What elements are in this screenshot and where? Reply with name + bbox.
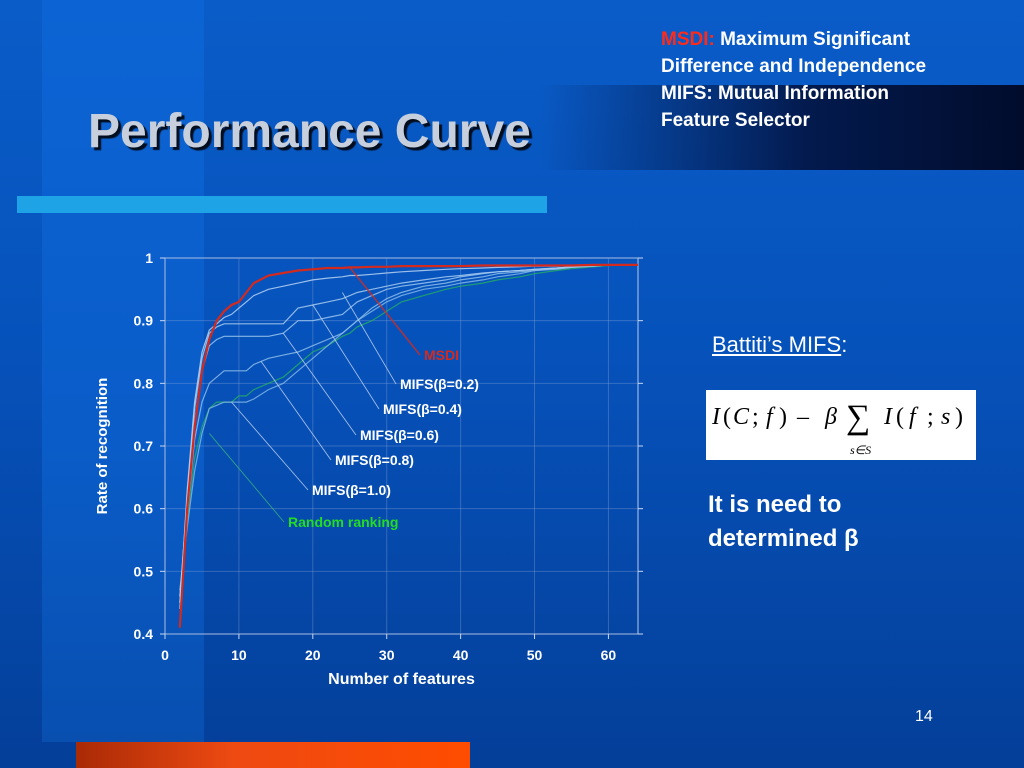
formula-semicolon2: ; — [927, 404, 934, 430]
series-line-mifs-0-8 — [179, 264, 638, 597]
formula-i2: I — [883, 404, 893, 430]
formula-lparen: ( — [723, 404, 731, 430]
annotation-leader-line — [312, 304, 380, 410]
page-number: 14 — [915, 708, 933, 725]
formula-subscript: s∈S — [850, 443, 871, 457]
annotation-label: MIFS(β=0.2) — [400, 376, 479, 392]
side-heading-text: Battiti’s MIFS — [712, 332, 842, 357]
annotation-leader-line — [260, 361, 332, 461]
legend-line-3: MIFS: Mutual Information — [661, 83, 889, 104]
annotation-leader-line — [208, 433, 285, 523]
formula-lparen2: ( — [896, 404, 904, 430]
note-line-1: It is need to — [708, 491, 842, 518]
annotation-leader-line — [282, 332, 357, 436]
background-band-left — [42, 0, 204, 742]
formula-box: I ( C ; f ) – β ∑ I ( f ; s ) s∈S — [706, 390, 976, 460]
legend-line-2: Difference and Independence — [661, 56, 927, 77]
y-tick-label: 1 — [145, 250, 153, 266]
x-axis-label: Number of features — [328, 671, 475, 688]
formula-f: f — [766, 404, 776, 430]
chart-grid — [164, 257, 638, 635]
formula-minus: – — [796, 404, 810, 430]
formula-sum: ∑ — [846, 399, 870, 436]
series-line-msdi — [178, 263, 638, 628]
y-tick-label: 0.8 — [134, 375, 154, 391]
chart-series — [178, 263, 639, 628]
x-tick-label: 10 — [231, 647, 247, 663]
formula-rparen: ) — [779, 404, 787, 430]
y-tick-label: 0.7 — [134, 438, 154, 454]
legend-line-msdi: MSDI: Maximum Significant — [661, 26, 1001, 53]
x-tick-label: 40 — [453, 647, 469, 663]
annotation-label: MIFS(β=0.4) — [383, 401, 462, 417]
msdi-abbr: MSDI: — [661, 29, 715, 50]
x-tick-label: 50 — [527, 647, 543, 663]
abbreviation-legend: MSDI: Maximum Significant Difference and… — [661, 26, 1001, 134]
side-heading: Battiti’s MIFS: — [712, 332, 847, 358]
series-line-mifs-0-4 — [179, 264, 638, 603]
accent-bar — [17, 196, 547, 213]
note: It is need to determined β — [708, 488, 859, 556]
formula-c: C — [733, 404, 750, 430]
y-tick-label: 0.4 — [134, 626, 154, 642]
title-dark-band — [540, 85, 1024, 170]
y-tick-label: 0.6 — [134, 501, 154, 517]
note-line-2: determined β — [708, 525, 859, 552]
x-tick-label: 0 — [161, 647, 169, 663]
bottom-accent-bar — [76, 742, 470, 768]
x-tick-label: 60 — [601, 647, 617, 663]
msdi-text: Maximum Significant — [714, 29, 911, 50]
formula-semicolon: ; — [752, 404, 759, 430]
annotation-label: MSDI — [424, 347, 459, 363]
annotation-label: MIFS(β=0.6) — [360, 427, 439, 443]
formula-f2: f — [909, 404, 919, 430]
annotation-leaders — [208, 266, 421, 523]
formula-s: s — [941, 404, 950, 430]
formula-rparen2: ) — [955, 404, 963, 430]
y-tick-label: 0.5 — [134, 563, 154, 579]
legend-line-4: Feature Selector — [661, 110, 810, 131]
slide-title: Performance Curve — [88, 105, 531, 158]
formula-svg: I ( C ; f ) – β ∑ I ( f ; s ) s∈S — [711, 399, 963, 457]
annotation-leader-line — [349, 266, 421, 356]
x-tick-label: 20 — [305, 647, 321, 663]
annotation-label: MIFS(β=0.8) — [335, 452, 414, 468]
annotation-label: Random ranking — [288, 514, 398, 530]
side-heading-colon: : — [841, 332, 848, 357]
y-tick-label: 0.9 — [134, 313, 154, 329]
series-line-random-ranking — [179, 264, 639, 603]
formula-beta: β — [824, 404, 837, 430]
x-tick-label: 30 — [379, 647, 395, 663]
annotation-leader-line — [231, 401, 309, 491]
annotation-label: MIFS(β=1.0) — [312, 482, 391, 498]
annotation-leader-line — [341, 292, 397, 385]
chart-annotations: MSDI MIFS(β=0.2) MIFS(β=0.4) MIFS(β=0.6) MIF… — [288, 347, 479, 530]
chart-ticks: 0.40.50.60.70.80.910 10 20 30 40 50 60 — [134, 250, 643, 663]
formula-i: I — [711, 404, 721, 430]
y-axis-label: Rate of recognition — [94, 378, 111, 515]
